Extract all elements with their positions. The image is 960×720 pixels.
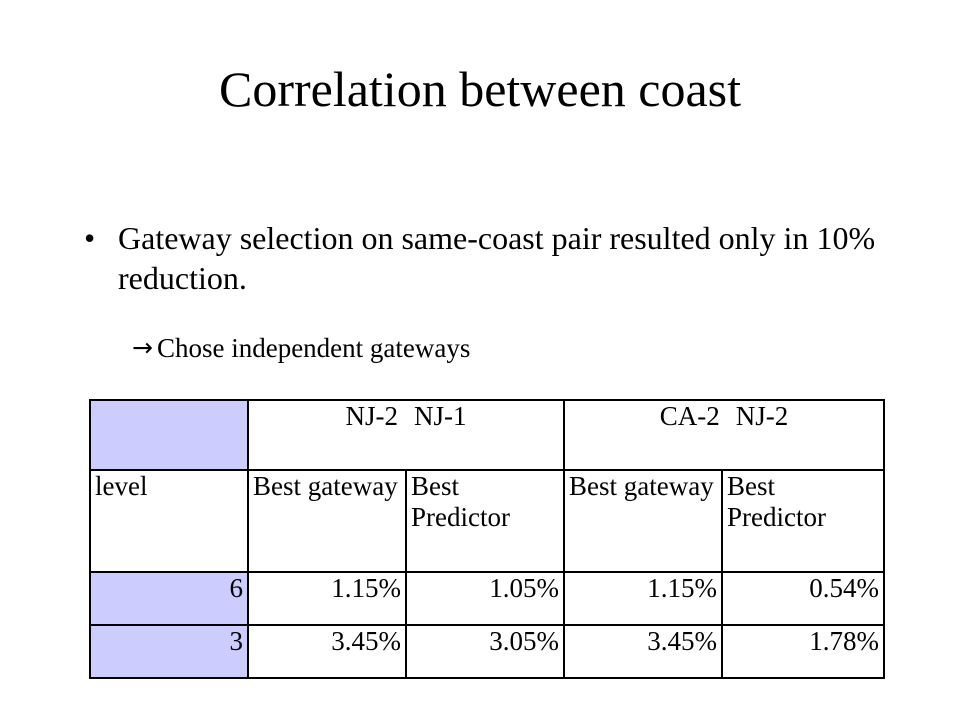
level-cell: 3 xyxy=(89,624,249,679)
table-group-header-row: NJ-2 NJ-1 CA-2 NJ-2 xyxy=(89,399,885,471)
value-cell: 1.15% xyxy=(247,571,407,626)
value-cell: 3.45% xyxy=(563,624,723,679)
table-row: 6 1.15% 1.05% 1.15% 0.54% xyxy=(89,571,885,626)
value-cell: 1.15% xyxy=(563,571,723,626)
results-table: NJ-2 NJ-1 CA-2 NJ-2 level Best gateway Bes… xyxy=(89,399,885,679)
group-header-nj2-nj1: NJ-2 NJ-1 xyxy=(247,399,565,471)
table-sub-header-row: level Best gateway Best Predictor Best g… xyxy=(89,469,885,573)
header-best-predictor: Best Predictor xyxy=(405,469,565,573)
value-cell: 1.78% xyxy=(721,624,885,679)
group-header-ca2-nj2: CA-2 NJ-2 xyxy=(563,399,885,471)
table-corner-cell xyxy=(89,399,249,471)
header-level: level xyxy=(89,469,249,573)
header-best-gateway: Best gateway xyxy=(563,469,723,573)
bullet-item: • Gateway selection on same-coast pair r… xyxy=(84,218,924,298)
bullet-text: Gateway selection on same-coast pair res… xyxy=(118,220,876,296)
header-best-predictor: Best Predictor xyxy=(721,469,885,573)
table-row: 3 3.45% 3.05% 3.45% 1.78% xyxy=(89,624,885,679)
value-cell: 0.54% xyxy=(721,571,885,626)
right-arrow-icon: → xyxy=(132,333,153,362)
bullet-list: • Gateway selection on same-coast pair r… xyxy=(84,218,924,298)
value-cell: 1.05% xyxy=(405,571,565,626)
level-cell: 6 xyxy=(89,571,249,626)
value-cell: 3.45% xyxy=(247,624,407,679)
sub-bullet-text: Chose independent gateways xyxy=(156,333,471,363)
header-best-gateway: Best gateway xyxy=(247,469,407,573)
bullet-marker: • xyxy=(84,220,96,256)
value-cell: 3.05% xyxy=(405,624,565,679)
sub-bullet: → Chose independent gateways xyxy=(132,330,470,366)
slide-title: Correlation between coast xyxy=(218,61,742,117)
